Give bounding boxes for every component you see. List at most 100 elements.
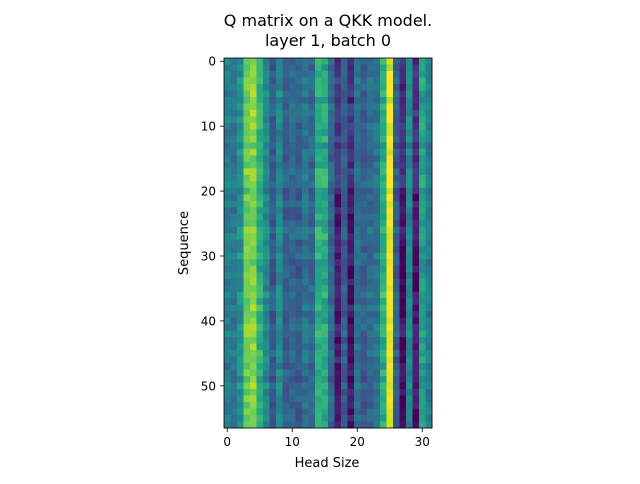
heatmap-cell xyxy=(412,330,420,338)
heatmap-cell xyxy=(399,350,407,357)
heatmap-cell xyxy=(419,213,426,221)
heatmap-cell xyxy=(334,168,342,176)
heatmap-cell xyxy=(302,304,309,312)
heatmap-cell xyxy=(399,311,407,319)
chart-title-line: Q matrix on a QKK model. xyxy=(224,11,432,30)
heatmap-cell xyxy=(321,285,329,293)
heatmap-cell xyxy=(230,363,238,370)
heatmap-cell xyxy=(263,389,270,396)
heatmap-cell xyxy=(230,408,238,416)
heatmap-cell xyxy=(321,103,329,111)
heatmap-cell xyxy=(373,311,381,319)
heatmap-cell xyxy=(289,103,296,111)
heatmap-cell xyxy=(250,415,257,422)
heatmap-cell xyxy=(224,220,231,228)
heatmap-cell xyxy=(308,220,316,228)
heatmap-cell xyxy=(315,200,322,208)
heatmap-cell xyxy=(224,382,231,390)
heatmap-cell xyxy=(250,408,257,416)
heatmap-cell xyxy=(425,311,433,319)
heatmap-cell xyxy=(341,129,348,137)
heatmap-cell xyxy=(237,77,244,85)
heatmap-cell xyxy=(230,246,238,254)
heatmap-cell xyxy=(334,194,342,202)
heatmap-cell xyxy=(393,58,400,65)
heatmap-cell xyxy=(425,376,433,383)
heatmap-cell xyxy=(269,58,277,65)
heatmap-cell xyxy=(406,116,413,124)
heatmap-cell xyxy=(230,116,238,124)
heatmap-cell xyxy=(393,220,400,228)
heatmap-cell xyxy=(269,304,277,312)
heatmap-cell xyxy=(295,285,303,293)
heatmap-cell xyxy=(380,174,387,182)
heatmap-cell xyxy=(321,142,329,150)
heatmap-cell xyxy=(328,239,335,247)
heatmap-cell xyxy=(276,226,283,234)
heatmap-cell xyxy=(230,265,238,273)
heatmap-cell xyxy=(367,187,374,195)
heatmap-cell xyxy=(224,181,231,189)
heatmap-cell xyxy=(289,415,296,422)
heatmap-cell xyxy=(412,363,420,370)
heatmap-cell xyxy=(354,291,361,299)
heatmap-cell xyxy=(399,356,407,364)
heatmap-cell xyxy=(360,324,368,332)
heatmap-cell xyxy=(243,304,251,312)
heatmap-cell xyxy=(276,402,283,409)
heatmap-cell xyxy=(302,252,309,260)
heatmap-cell xyxy=(334,174,342,182)
heatmap-cell xyxy=(341,83,348,91)
heatmap-cell xyxy=(295,213,303,221)
heatmap-cell xyxy=(354,330,361,338)
heatmap-cell xyxy=(347,64,355,72)
heatmap-cell xyxy=(354,395,361,403)
heatmap-cell xyxy=(334,369,342,377)
heatmap-cell xyxy=(386,259,394,267)
heatmap-cell xyxy=(243,376,251,383)
heatmap-cell xyxy=(367,252,374,260)
heatmap-cell xyxy=(250,311,257,319)
heatmap-cell xyxy=(315,278,322,286)
heatmap-cell xyxy=(315,246,322,254)
heatmap-cell xyxy=(334,207,342,215)
heatmap-cell xyxy=(360,83,368,91)
heatmap-cell xyxy=(308,174,316,182)
heatmap-cell xyxy=(406,161,413,169)
heatmap-cell xyxy=(243,278,251,286)
heatmap-cell xyxy=(250,64,257,72)
heatmap-cell xyxy=(250,343,257,351)
heatmap-cell xyxy=(295,356,303,364)
heatmap-cell xyxy=(425,116,433,124)
heatmap-cell xyxy=(276,382,283,390)
heatmap-cell xyxy=(308,363,316,370)
heatmap-cell xyxy=(386,90,394,98)
heatmap-cell xyxy=(425,415,433,422)
heatmap-cell xyxy=(328,363,335,370)
heatmap-cell xyxy=(302,363,309,370)
heatmap-cell xyxy=(328,259,335,267)
heatmap-cell xyxy=(282,395,290,403)
heatmap-cell xyxy=(315,96,322,104)
heatmap-cell xyxy=(224,389,231,396)
heatmap-cell xyxy=(412,213,420,221)
heatmap-cell xyxy=(380,129,387,137)
heatmap-cell xyxy=(328,233,335,241)
heatmap-cell xyxy=(289,174,296,182)
heatmap-cell xyxy=(380,83,387,91)
heatmap-cell xyxy=(224,135,231,143)
heatmap-cell xyxy=(373,369,381,377)
heatmap-cell xyxy=(256,155,264,163)
heatmap-cell xyxy=(386,207,394,215)
heatmap-cell xyxy=(386,129,394,137)
heatmap-cell xyxy=(360,187,368,195)
heatmap-cell xyxy=(386,408,394,416)
heatmap-cell xyxy=(276,70,283,78)
heatmap-cell xyxy=(328,311,335,319)
heatmap-cell xyxy=(419,356,426,364)
heatmap-cell xyxy=(354,129,361,137)
heatmap-cell xyxy=(334,304,342,312)
heatmap-cell xyxy=(308,246,316,254)
heatmap-cell xyxy=(308,77,316,85)
heatmap-cell xyxy=(354,285,361,293)
